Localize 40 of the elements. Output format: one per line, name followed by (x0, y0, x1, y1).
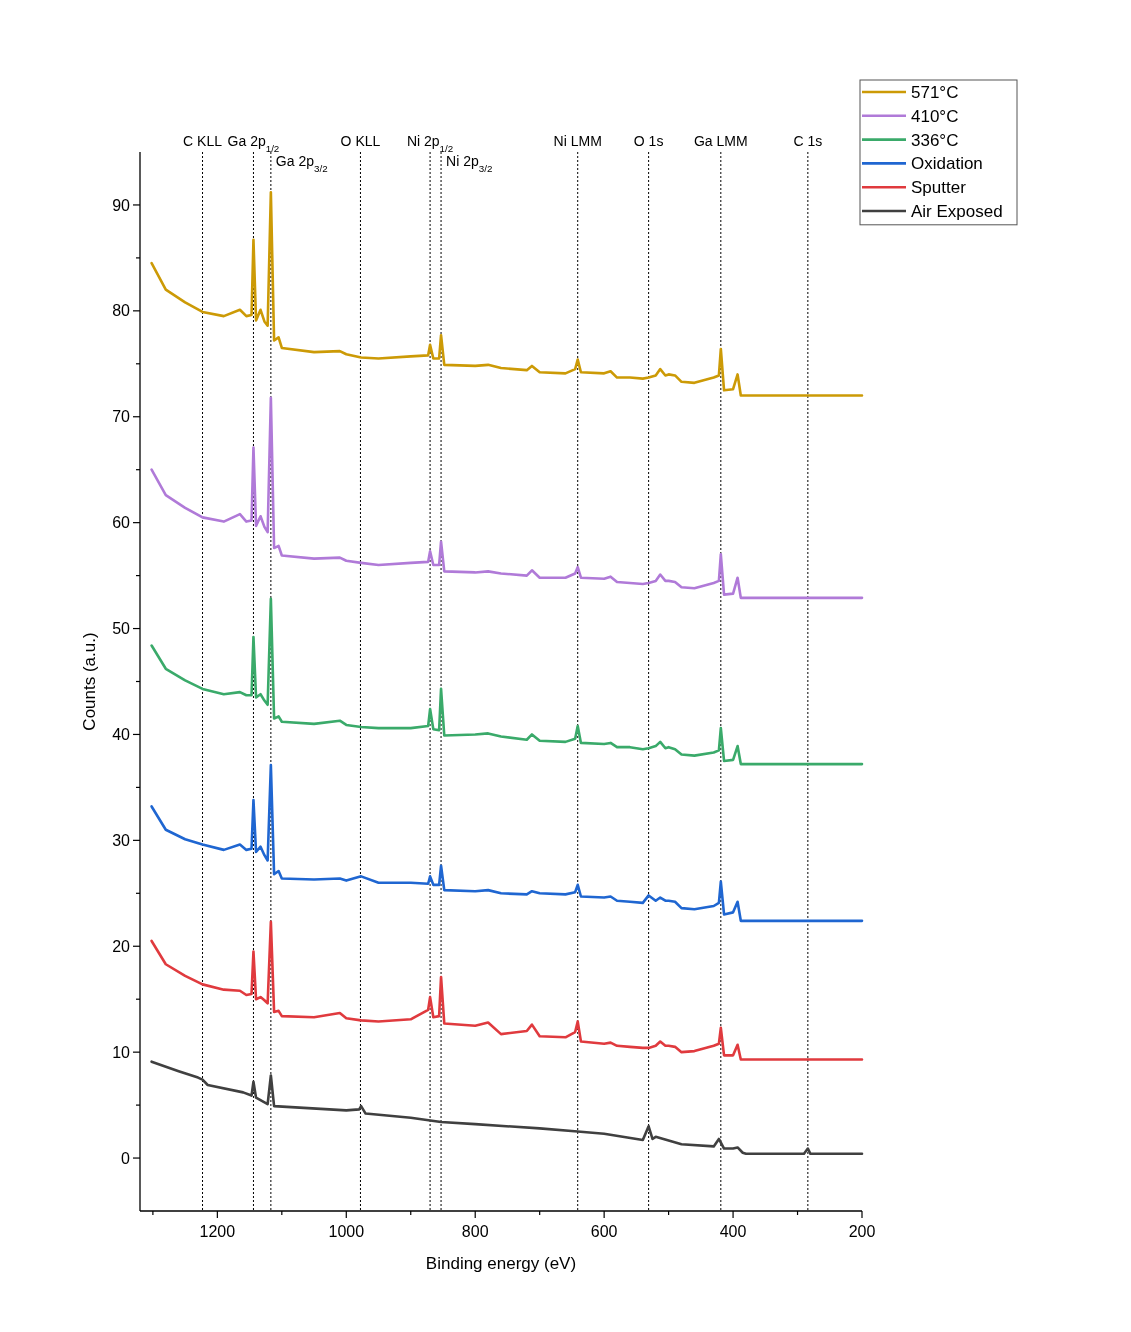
x-tick-label: 1000 (328, 1223, 365, 1240)
line-series (150, 190, 864, 397)
y-tick-label: 70 (112, 408, 131, 426)
x-tick-label: 600 (590, 1223, 618, 1240)
y-tick-label: 90 (112, 196, 131, 214)
line-series (150, 597, 864, 766)
legend-label: Sputter (911, 178, 967, 198)
ref-line-label: Ga 2p$_{1/2}$ (227, 133, 280, 154)
ref-line-label: Ga LMM (693, 133, 748, 149)
legend-label: 410°C (911, 106, 959, 126)
y-tick-label: 40 (112, 726, 131, 744)
ref-line-label: Ni 2p$_{3/2}$ (446, 153, 493, 174)
legend-label: 336°C (911, 130, 959, 150)
ref-line-label: Ni 2p$_{1/2}$ (406, 133, 454, 154)
x-tick-label: 400 (719, 1223, 747, 1240)
legend-label: 571°C (911, 82, 959, 102)
ref-line-label: Ni LMM (553, 133, 602, 149)
y-tick-label: 30 (112, 831, 131, 849)
line-series (150, 763, 864, 923)
line-series (150, 1060, 864, 1156)
y-tick-label: 50 (112, 620, 131, 638)
ref-line-label: C 1s (793, 133, 823, 149)
line-series (150, 396, 864, 600)
ref-line-label: Ga 2p$_{3/2}$ (275, 153, 328, 174)
legend-label: Air Exposed (911, 201, 1003, 221)
y-tick-label: 0 (121, 1149, 131, 1167)
legend-label: Oxidation (911, 154, 983, 174)
y-axis-title: Counts (a.u.) (80, 632, 99, 731)
line-series (150, 920, 864, 1061)
y-tick-label: 10 (112, 1043, 131, 1061)
ref-line-label: O 1s (633, 133, 664, 149)
ref-line-label: C KLL (183, 133, 223, 149)
x-tick-label: 800 (461, 1223, 489, 1240)
x-axis-title: Binding energy (eV) (425, 1254, 577, 1273)
y-tick-label: 80 (112, 302, 131, 320)
x-tick-label: 200 (848, 1223, 876, 1240)
ref-line-label: O KLL (340, 133, 381, 149)
x-tick-label: 1200 (199, 1223, 236, 1240)
y-tick-label: 20 (112, 937, 131, 955)
y-tick-label: 60 (112, 514, 131, 532)
